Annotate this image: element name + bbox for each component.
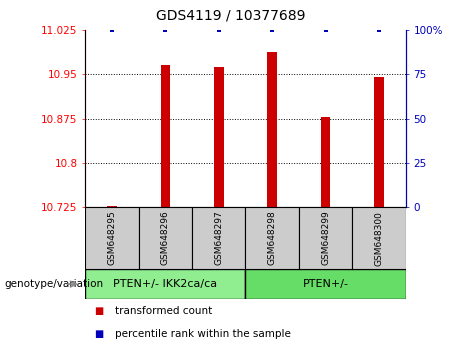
Text: GSM648299: GSM648299 <box>321 211 330 266</box>
Text: GSM648300: GSM648300 <box>374 211 384 266</box>
Bar <box>245 269 406 299</box>
Bar <box>321 117 331 207</box>
Text: percentile rank within the sample: percentile rank within the sample <box>115 329 291 339</box>
Bar <box>85 269 245 299</box>
Bar <box>139 207 192 269</box>
Text: transformed count: transformed count <box>115 306 213 316</box>
Text: ■: ■ <box>95 329 104 339</box>
Bar <box>192 207 245 269</box>
Text: GSM648297: GSM648297 <box>214 211 223 266</box>
Text: GSM648296: GSM648296 <box>161 211 170 266</box>
Text: GSM648295: GSM648295 <box>107 211 117 266</box>
Bar <box>214 67 224 207</box>
Bar <box>85 207 139 269</box>
Bar <box>299 207 352 269</box>
Bar <box>267 52 277 207</box>
Text: genotype/variation: genotype/variation <box>5 279 104 289</box>
Bar <box>352 207 406 269</box>
Text: ■: ■ <box>95 306 104 316</box>
Bar <box>245 207 299 269</box>
Text: PTEN+/-: PTEN+/- <box>302 279 349 289</box>
Bar <box>374 77 384 207</box>
Text: GDS4119 / 10377689: GDS4119 / 10377689 <box>156 9 305 23</box>
Bar <box>160 65 170 207</box>
Text: PTEN+/- IKK2ca/ca: PTEN+/- IKK2ca/ca <box>113 279 218 289</box>
Bar <box>107 206 117 207</box>
Text: GSM648298: GSM648298 <box>268 211 277 266</box>
